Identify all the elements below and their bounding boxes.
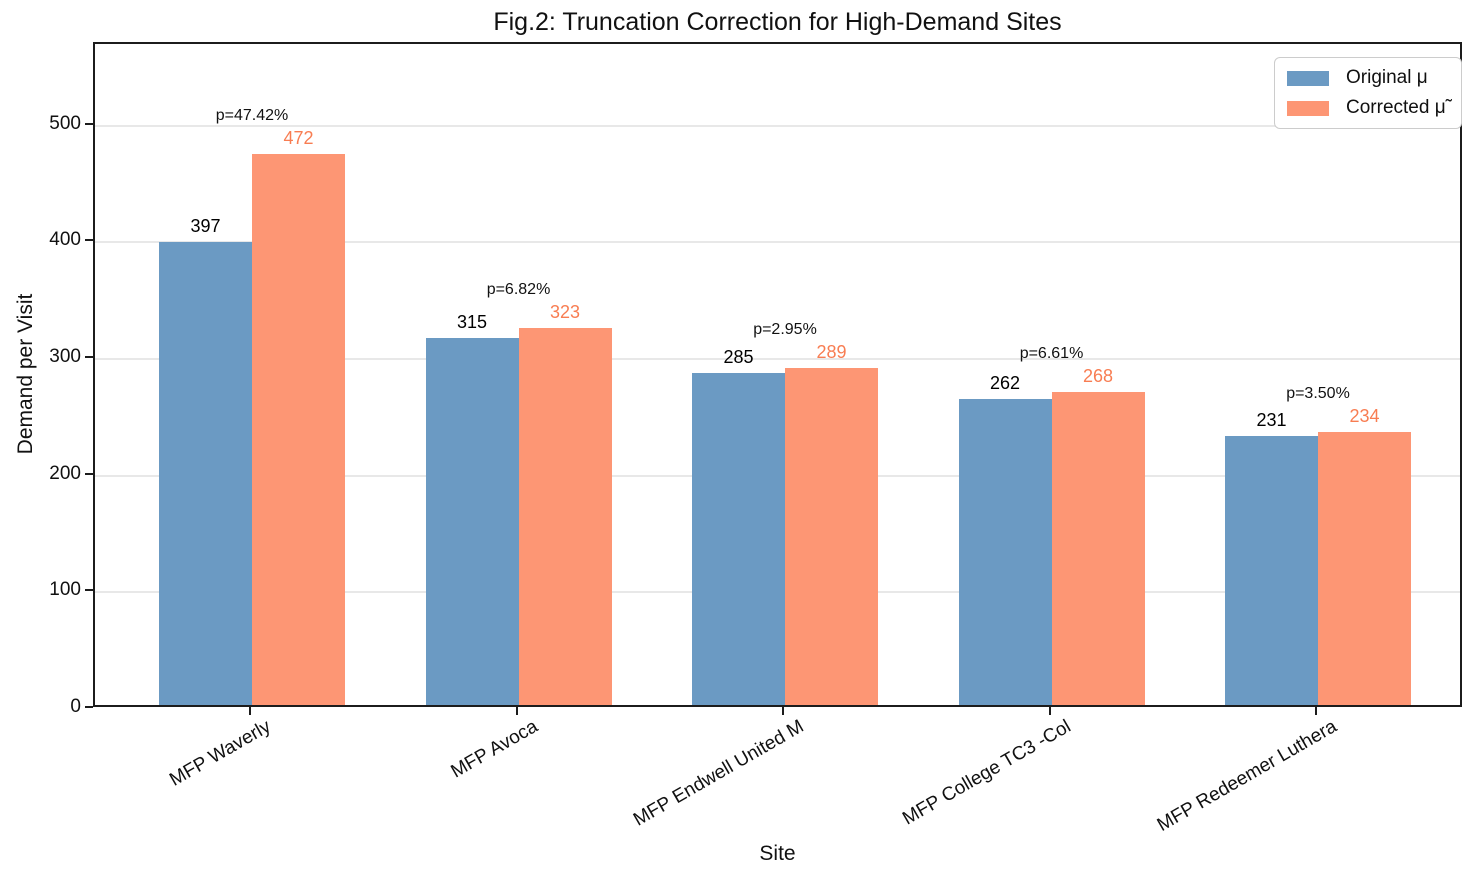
legend-item-corrected: Corrected μ̃ <box>1287 97 1449 119</box>
bar-original-mfp-college-tc3-col <box>958 399 1052 705</box>
pct-change-label-mfp-avoca: p=6.82% <box>486 281 551 299</box>
gridline-y-500 <box>95 124 1460 127</box>
y-tick-mark-100 <box>85 589 93 592</box>
chart-title: Fig.2: Truncation Correction for High-De… <box>493 8 1062 36</box>
y-tick-label-300: 300 <box>49 346 81 367</box>
bar-corrected-mfp-waverly <box>252 154 345 705</box>
legend: Original μ Corrected μ̃ <box>1274 57 1462 129</box>
bar-value-original-mfp-college-tc3-col: 262 <box>989 373 1021 394</box>
y-axis-label: Demand per Visit <box>14 293 37 455</box>
y-tick-mark-0 <box>85 706 93 708</box>
y-tick-mark-300 <box>85 356 93 358</box>
x-tick-mark-mfp-endwell-united-m <box>782 707 784 715</box>
legend-swatch-original <box>1287 70 1329 86</box>
bar-corrected-mfp-college-tc3-col <box>1051 392 1145 705</box>
y-tick-mark-500 <box>85 122 93 125</box>
bar-value-original-mfp-waverly: 397 <box>190 215 221 236</box>
bar-original-mfp-avoca <box>425 337 519 705</box>
y-tick-mark-400 <box>85 239 93 242</box>
bar-corrected-mfp-redeemer-luthera <box>1318 432 1411 705</box>
legend-swatch-corrected <box>1287 100 1329 116</box>
bar-value-corrected-mfp-redeemer-luthera: 234 <box>1349 406 1380 426</box>
bar-value-original-mfp-redeemer-luthera: 231 <box>1256 409 1287 430</box>
pct-change-label-mfp-endwell-united-m: p=2.95% <box>753 320 817 338</box>
gridline-y-400 <box>95 241 1460 244</box>
pct-change-label-mfp-waverly: p=47.42% <box>215 107 289 125</box>
bar-value-corrected-mfp-endwell-united-m: 289 <box>816 341 847 362</box>
pct-change-label-mfp-redeemer-luthera: p=3.50% <box>1286 385 1350 402</box>
pct-change-label-mfp-college-tc3-col: p=6.61% <box>1019 345 1084 363</box>
legend-label-corrected: Corrected μ̃ <box>1346 97 1446 118</box>
bar-value-corrected-mfp-avoca: 323 <box>549 302 581 323</box>
bar-original-mfp-redeemer-luthera <box>1225 435 1318 705</box>
x-tick-mark-mfp-college-tc3-col <box>1048 707 1051 715</box>
x-tick-mark-mfp-avoca <box>515 707 518 715</box>
gridline-y-300 <box>95 358 1460 360</box>
bar-corrected-mfp-endwell-united-m <box>785 367 878 705</box>
bar-original-mfp-endwell-united-m <box>692 372 785 705</box>
bar-value-corrected-mfp-college-tc3-col: 268 <box>1082 366 1114 387</box>
x-axis-label: Site <box>759 842 796 865</box>
bar-value-corrected-mfp-waverly: 472 <box>283 128 314 149</box>
y-tick-label-500: 500 <box>49 112 81 134</box>
bar-value-original-mfp-endwell-united-m: 285 <box>723 346 754 367</box>
x-tick-mark-mfp-waverly <box>249 707 251 715</box>
x-tick-mark-mfp-redeemer-luthera <box>1315 707 1317 715</box>
y-tick-label-200: 200 <box>49 462 81 484</box>
bar-corrected-mfp-avoca <box>518 328 612 705</box>
bar-original-mfp-waverly <box>159 241 252 705</box>
plot-area: 397 472 p=47.42% 315 323 p=6.82% 285 289 p=2.95%… <box>93 42 1462 707</box>
y-tick-label-100: 100 <box>49 579 81 601</box>
legend-item-original: Original μ <box>1287 67 1449 89</box>
bar-value-original-mfp-avoca: 315 <box>456 311 488 332</box>
legend-label-original: Original μ <box>1346 67 1428 88</box>
y-tick-label-0: 0 <box>70 696 81 717</box>
y-tick-mark-200 <box>85 472 93 475</box>
y-tick-label-400: 400 <box>49 229 81 251</box>
